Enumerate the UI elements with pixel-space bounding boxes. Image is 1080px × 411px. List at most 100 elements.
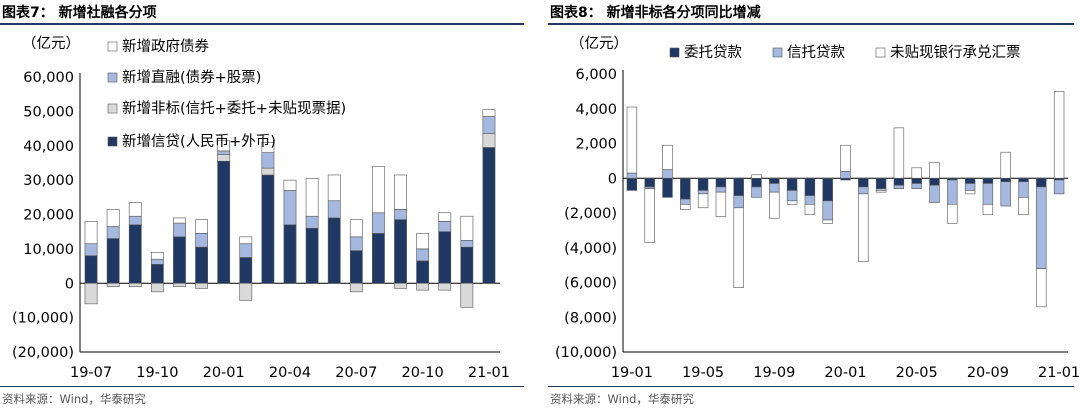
bar-新增政府债券-20-11: [438, 212, 452, 222]
bar-新增非标-信托-委托-未贴现票据--20-09: [394, 282, 407, 289]
bar-委托贷款-20-02: [858, 177, 869, 188]
legend-label-新增非标-信托-委托-未贴现票据-: 新增非标(信托+委托+未贴现票据): [122, 100, 346, 117]
legend-label-新增直融-债券-股票-: 新增直融(债券+股票): [122, 69, 261, 86]
y-tick-label: (10,000): [12, 311, 74, 327]
bar-信托贷款-20-12: [1036, 186, 1047, 269]
bar-未贴现银行承兑汇票-19-08: [751, 174, 762, 179]
bar-未贴现银行承兑汇票-20-10: [1000, 151, 1011, 179]
y-tick-label: 4,000: [575, 102, 617, 118]
bar-新增信贷-人民币-外币--20-09: [394, 219, 407, 284]
x-tick-label: 20-01: [203, 365, 245, 381]
y-tick-label: 0: [65, 276, 74, 292]
bar-信托贷款-21-01: [1053, 179, 1065, 195]
bar-新增信贷-人民币-外币--19-12: [195, 246, 208, 284]
bar-委托贷款-19-12: [822, 177, 833, 202]
bar-新增政府债券-19-10: [150, 252, 164, 260]
bar-新增信贷-人民币-外币--20-02: [239, 257, 253, 284]
bar-信托贷款-20-06: [929, 184, 940, 203]
y-tick-label: (8,000): [564, 310, 617, 326]
bar-新增政府债券-19-12: [195, 219, 208, 234]
bar-新增非标-信托-委托-未贴现票据--20-02: [239, 282, 253, 301]
legend-label-委托贷款: 委托贷款: [684, 44, 742, 61]
bar-新增政府债券-20-02: [239, 236, 253, 245]
bar-新增直融-债券-股票--20-04: [283, 190, 297, 226]
bar-委托贷款-20-09: [982, 177, 994, 184]
legend-swatch-新增直融-债券-股票-: [107, 72, 118, 83]
bar-新增非标-信托-委托-未贴现票据--19-11: [173, 282, 186, 287]
legend-label-信托贷款: 信托贷款: [787, 44, 845, 61]
bar-新增政府债券-20-07: [349, 219, 363, 238]
x-tick-label: 20-10: [402, 365, 444, 381]
bar-新增政府债券-20-08: [372, 166, 385, 214]
y-tick-label: 50,000: [23, 104, 74, 120]
bar-委托贷款-20-03: [875, 177, 887, 189]
bar-信托贷款-19-07: [733, 195, 744, 209]
bar-未贴现银行承兑汇票-19-05: [697, 193, 709, 209]
bar-委托贷款-20-12: [1036, 177, 1047, 188]
bar-未贴现银行承兑汇票-20-05: [911, 167, 922, 179]
bar-委托贷款-19-03: [662, 177, 673, 198]
y-tick-label: 40,000: [23, 139, 74, 155]
bar-新增直融-债券-股票--20-07: [349, 236, 363, 251]
bar-委托贷款-19-01: [626, 177, 638, 191]
x-tick-label: 20-04: [269, 365, 311, 381]
legend-label-未贴现银行承兑汇票: 未贴现银行承兑汇票: [890, 44, 1021, 61]
bar-未贴现银行承兑汇票-19-12: [822, 219, 833, 224]
bar-信托贷款-20-10: [1000, 181, 1011, 207]
bar-新增非标-信托-委托-未贴现票据--20-10: [416, 282, 430, 291]
stacked-bar-chart-social-financing: 60,000 50,000 40,000 30,000 20,000 10,000 0 (10…: [12, 35, 510, 381]
bar-新增直融-债券-股票--20-03: [261, 152, 275, 169]
bar-信托贷款-19-12: [822, 200, 833, 221]
bar-未贴现银行承兑汇票-20-01: [840, 144, 851, 172]
bar-委托贷款-19-10: [786, 177, 798, 191]
x-tick-label: 21-01: [468, 365, 510, 381]
bar-委托贷款-19-06: [715, 177, 727, 188]
unit-label: （亿元）: [22, 35, 80, 52]
bar-新增非标-信托-委托-未贴现票据--20-12: [460, 282, 474, 308]
legend-swatch-未贴现银行承兑汇票: [875, 47, 886, 58]
bar-新增信贷-人民币-外币--20-01: [217, 160, 231, 284]
bar-新增信贷-人民币-外币--19-09: [128, 224, 142, 284]
legend-swatch-新增信贷-人民币-外币-: [107, 136, 118, 147]
bar-未贴现银行承兑汇票-21-01: [1053, 91, 1065, 179]
bar-新增政府债券-19-09: [128, 202, 142, 217]
y-tick-label: 2,000: [575, 137, 617, 153]
y-tick-label: (20,000): [12, 345, 74, 361]
bar-未贴现银行承兑汇票-19-04: [680, 204, 691, 210]
bar-委托贷款-19-07: [733, 177, 744, 196]
y-tick-label: 6,000: [575, 67, 617, 83]
x-tick-label: 19-10: [136, 365, 178, 381]
bar-新增直融-债券-股票--19-09: [128, 215, 142, 226]
bar-未贴现银行承兑汇票-19-06: [715, 191, 727, 217]
bar-信托贷款-20-04: [893, 184, 905, 189]
bar-委托贷款-20-05: [911, 177, 922, 184]
title-rule: [0, 23, 524, 25]
legend-swatch-信托贷款: [772, 47, 783, 58]
bar-信托贷款-19-01: [626, 172, 638, 179]
bar-新增直融-债券-股票--20-09: [394, 209, 407, 220]
bar-信托贷款-19-09: [769, 183, 780, 193]
y-tick-label: 60,000: [23, 70, 74, 86]
bar-信托贷款-20-07: [947, 179, 958, 205]
bar-新增信贷-人民币-外币--20-05: [305, 227, 319, 284]
y-tick-label: 30,000: [23, 173, 74, 189]
bar-未贴现银行承兑汇票-19-10: [786, 200, 798, 205]
bar-未贴现银行承兑汇票-19-03: [662, 144, 673, 170]
bar-新增信贷-人民币-外币--20-08: [372, 233, 385, 284]
bar-新增非标-信托-委托-未贴现票据--19-10: [150, 282, 164, 293]
x-tick-label: 20-07: [335, 365, 377, 381]
bar-新增非标-信托-委托-未贴现票据--21-01: [482, 133, 496, 148]
bar-新增信贷-人民币-外币--20-04: [283, 224, 297, 284]
bar-未贴现银行承兑汇票-20-07: [947, 204, 958, 224]
bar-信托贷款-19-08: [751, 186, 762, 198]
y-tick-label: (10,000): [555, 345, 617, 361]
bar-新增直融-债券-股票--20-06: [327, 200, 341, 219]
bar-新增信贷-人民币-外币--19-10: [150, 264, 164, 284]
x-tick-label: 19-05: [682, 365, 724, 381]
bar-新增直融-债券-股票--19-07: [84, 243, 98, 257]
bar-新增政府债券-20-06: [327, 174, 341, 202]
legend-label-新增政府债券: 新增政府债券: [122, 38, 209, 55]
bar-新增政府债券-19-11: [173, 217, 186, 224]
bar-新增直融-债券-股票--19-10: [150, 258, 164, 265]
figure-title: 图表7： 新增社融各分项: [2, 5, 157, 21]
